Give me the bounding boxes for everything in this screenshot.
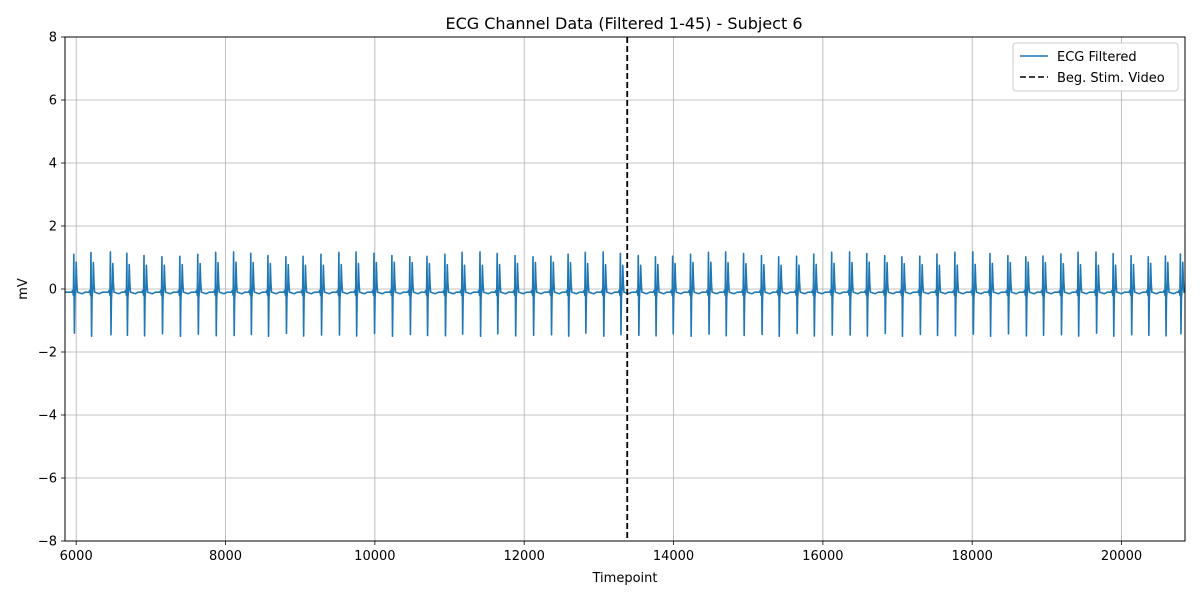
y-tick-label: 0 xyxy=(49,283,57,298)
y-tick-label: 4 xyxy=(49,157,57,172)
y-tick-label: −2 xyxy=(38,346,57,361)
x-axis: 6000 8000 10000 12000 14000 16000 18000 20000 xyxy=(60,541,1142,564)
y-axis-title: mV xyxy=(16,278,31,300)
x-tick-label: 20000 xyxy=(1101,549,1142,564)
y-tick-label: 8 xyxy=(49,31,57,46)
legend: ECG Filtered Beg. Stim. Video xyxy=(1012,42,1179,92)
y-tick-label: 6 xyxy=(49,94,57,109)
x-tick-label: 12000 xyxy=(504,549,545,564)
x-tick-label: 6000 xyxy=(60,549,93,564)
y-tick-label: 2 xyxy=(49,220,57,235)
x-tick-label: 8000 xyxy=(209,549,242,564)
legend-box xyxy=(1012,42,1179,92)
y-tick-label: −6 xyxy=(38,472,57,487)
legend-label-ecg-filtered: ECG Filtered xyxy=(1057,50,1137,65)
legend-label-stim-video: Beg. Stim. Video xyxy=(1057,71,1165,86)
x-tick-label: 14000 xyxy=(653,549,694,564)
plot-area xyxy=(65,37,1185,541)
x-tick-label: 16000 xyxy=(802,549,843,564)
x-tick-label: 18000 xyxy=(952,549,993,564)
y-axis: −8 −6 −4 −2 0 2 4 6 8 xyxy=(38,31,65,550)
ecg-series-line xyxy=(65,251,1185,338)
y-tick-label: −4 xyxy=(38,409,57,424)
x-axis-title: Timepoint xyxy=(592,571,658,586)
x-tick-label: 10000 xyxy=(354,549,395,564)
chart-title: ECG Channel Data (Filtered 1-45) - Subje… xyxy=(445,14,802,33)
y-tick-label: −8 xyxy=(38,535,57,550)
